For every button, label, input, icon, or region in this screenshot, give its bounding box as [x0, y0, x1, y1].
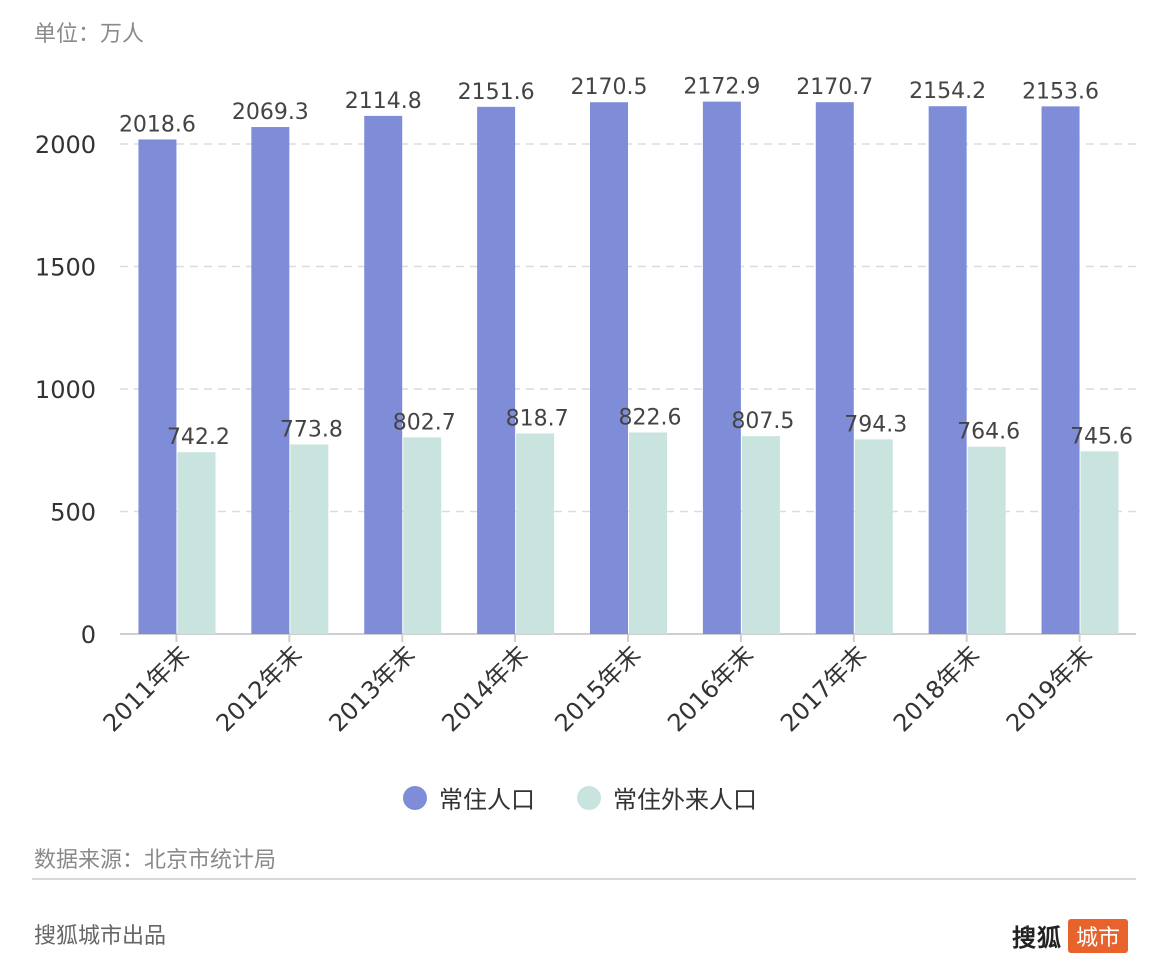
- bar-series-2-1: [290, 444, 329, 634]
- y-tick-label-500: 500: [50, 499, 96, 527]
- brand-logo: 搜狐 城市: [1012, 918, 1128, 953]
- data-labels: 2018.6 742.2 2069.3 773.8 2114.8 802.7 2151.6 8…: [119, 75, 1133, 451]
- bar-series-1-2: [364, 115, 403, 634]
- bar-series-1-1: [251, 127, 290, 635]
- legend-item-series-2[interactable]: 常住外来人口: [577, 780, 757, 815]
- x-tick-label-0: 2011年末: [98, 640, 195, 737]
- legend-item-series-1[interactable]: 常住人口: [403, 780, 535, 815]
- bar-series-2-5: [741, 436, 780, 634]
- y-tick-label-2000: 2000: [35, 131, 96, 159]
- divider: [32, 878, 1136, 880]
- data-label-series-2-3: 818.7: [506, 406, 569, 431]
- bars: [138, 101, 1119, 635]
- bar-series-1-0: [138, 139, 177, 634]
- y-tick-label-0: 0: [81, 621, 96, 649]
- x-tick-label-8: 2019年末: [1001, 640, 1098, 737]
- data-label-series-2-0: 742.2: [167, 425, 230, 450]
- data-label-series-1-5: 2172.9: [683, 75, 760, 100]
- brand-name: 搜狐: [1011, 924, 1062, 952]
- bar-series-2-0: [177, 452, 216, 634]
- bar-chart: 0 500 1000 1500 2000 2011年末 2012年末 2013年末 2014年末…: [35, 75, 1136, 737]
- x-tick-label-2: 2013年末: [324, 640, 421, 737]
- bar-series-1-3: [477, 106, 516, 634]
- legend-swatch-series-1: [403, 785, 427, 810]
- data-label-series-2-5: 807.5: [731, 409, 794, 434]
- x-tick-label-3: 2014年末: [436, 640, 533, 737]
- bar-series-1-7: [928, 106, 967, 634]
- data-label-series-2-7: 764.6: [957, 420, 1020, 445]
- legend-label-series-2: 常住外来人口: [613, 786, 757, 814]
- y-tick-label-1500: 1500: [35, 254, 96, 282]
- brand-tag: 城市: [1067, 918, 1128, 953]
- data-label-series-2-2: 802.7: [393, 410, 456, 435]
- legend-label-series-1: 常住人口: [439, 786, 535, 814]
- x-tick-label-4: 2015年末: [549, 640, 646, 737]
- data-label-series-1-6: 2170.7: [796, 75, 873, 100]
- data-label-series-1-0: 2018.6: [119, 112, 196, 137]
- y-tick-label-1000: 1000: [35, 376, 96, 404]
- bar-series-2-3: [516, 433, 555, 634]
- data-label-series-2-1: 773.8: [280, 417, 343, 442]
- data-label-series-1-1: 2069.3: [232, 100, 309, 125]
- bar-series-2-7: [967, 446, 1006, 634]
- data-label-series-2-8: 745.6: [1070, 424, 1133, 449]
- x-tick-label-1: 2012年末: [211, 640, 308, 737]
- data-label-series-1-2: 2114.8: [345, 89, 422, 114]
- data-label-series-1-4: 2170.5: [571, 75, 648, 100]
- data-label-series-1-8: 2153.6: [1022, 79, 1099, 104]
- x-tick-label-7: 2018年末: [888, 640, 985, 737]
- bar-series-1-8: [1041, 106, 1080, 635]
- data-label-series-1-7: 2154.2: [909, 79, 986, 104]
- footer-credit: 搜狐城市出品: [34, 924, 167, 949]
- x-tick-label-5: 2016年末: [662, 640, 759, 737]
- x-tick-label-6: 2017年末: [775, 640, 872, 737]
- bar-series-1-5: [702, 101, 741, 634]
- bar-series-2-2: [403, 437, 442, 634]
- bar-series-2-8: [1080, 451, 1119, 634]
- data-label-series-2-4: 822.6: [619, 405, 682, 430]
- source-label: 数据来源：北京市统计局: [34, 848, 277, 873]
- unit-label: 单位：万人: [34, 22, 145, 47]
- legend-swatch-series-2: [577, 785, 601, 810]
- legend: 常住人口 常住外来人口: [0, 780, 1160, 815]
- bar-series-2-6: [854, 439, 893, 634]
- bar-series-2-4: [629, 432, 667, 634]
- bar-series-1-4: [590, 102, 628, 635]
- bar-series-1-6: [815, 102, 854, 635]
- data-label-series-2-6: 794.3: [844, 412, 907, 437]
- data-label-series-1-3: 2151.6: [458, 80, 535, 105]
